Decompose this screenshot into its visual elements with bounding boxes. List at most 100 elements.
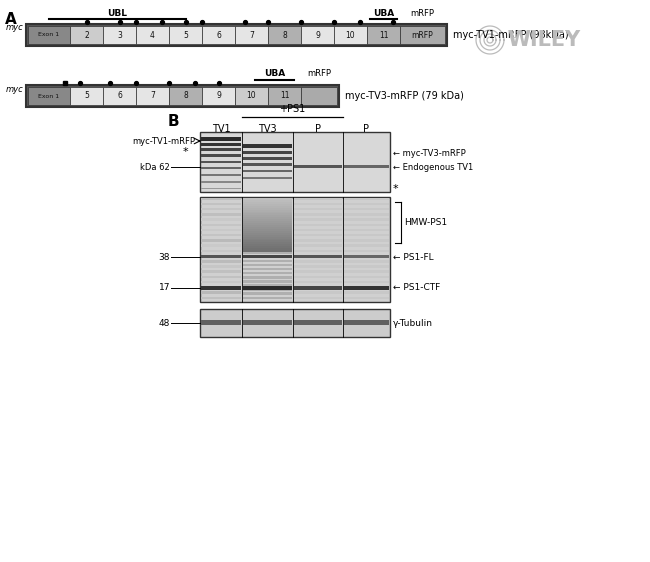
Bar	[268, 26, 301, 44]
Bar	[243, 260, 292, 262]
Bar	[243, 221, 292, 223]
Bar	[26, 24, 447, 46]
Bar	[70, 26, 103, 44]
Bar	[344, 224, 389, 226]
Bar	[344, 270, 389, 273]
Bar	[103, 87, 136, 105]
Bar	[169, 87, 202, 105]
Text: 10: 10	[247, 92, 256, 101]
Bar	[344, 229, 389, 232]
Bar	[136, 26, 169, 44]
Text: ← PS1-FL: ← PS1-FL	[393, 252, 434, 261]
Bar	[294, 197, 342, 200]
Bar	[344, 250, 389, 252]
Bar	[202, 26, 235, 44]
Bar	[294, 165, 342, 168]
Text: 5: 5	[183, 30, 188, 39]
Bar	[344, 260, 389, 262]
Text: 38: 38	[159, 252, 170, 261]
Bar	[243, 201, 292, 204]
Bar	[344, 286, 389, 290]
Bar	[294, 270, 342, 273]
Bar	[201, 143, 241, 146]
Bar	[344, 203, 389, 205]
Bar	[243, 200, 292, 202]
Bar	[400, 26, 445, 44]
Text: Exon 1: Exon 1	[38, 33, 60, 38]
Text: kDa 62: kDa 62	[140, 162, 170, 171]
Bar	[344, 165, 389, 168]
Bar	[201, 286, 241, 288]
Text: HMW-PS1: HMW-PS1	[404, 218, 447, 227]
Bar	[243, 144, 292, 148]
Bar	[344, 265, 389, 268]
Bar	[243, 276, 292, 279]
Bar	[243, 268, 292, 270]
Text: *: *	[393, 184, 398, 194]
Text: 8: 8	[183, 92, 188, 101]
Bar	[201, 291, 241, 294]
Bar	[243, 232, 292, 235]
Bar	[243, 242, 292, 244]
Bar	[201, 213, 241, 216]
Text: 6: 6	[216, 30, 221, 39]
Bar	[201, 255, 241, 257]
Text: γ-Tubulin: γ-Tubulin	[393, 319, 433, 328]
Bar	[201, 265, 241, 268]
Bar	[201, 250, 241, 252]
Bar	[243, 197, 292, 200]
Text: P: P	[315, 124, 321, 134]
Text: P: P	[363, 124, 369, 134]
Text: 5: 5	[84, 92, 89, 101]
Bar	[70, 87, 103, 105]
Bar	[201, 181, 241, 183]
Text: A: A	[5, 12, 17, 27]
Text: 8: 8	[282, 30, 287, 39]
Bar	[367, 26, 400, 44]
Bar	[344, 239, 389, 242]
Bar	[201, 197, 241, 200]
Bar	[344, 244, 389, 247]
Bar	[294, 250, 342, 252]
Bar	[202, 87, 235, 105]
Bar	[243, 234, 292, 237]
Text: myc-TV1-mRFP: myc-TV1-mRFP	[132, 137, 195, 146]
Bar	[201, 320, 241, 325]
Bar	[235, 26, 268, 44]
Bar	[294, 320, 342, 325]
Bar	[294, 219, 342, 221]
Bar	[243, 292, 292, 295]
Text: myc: myc	[6, 84, 24, 93]
Bar	[294, 213, 342, 216]
Bar	[243, 244, 292, 246]
Text: ← PS1-CTF: ← PS1-CTF	[393, 283, 440, 292]
Bar	[169, 26, 202, 44]
Bar	[294, 208, 342, 210]
Bar	[243, 207, 292, 210]
Bar	[243, 284, 292, 287]
Bar	[294, 239, 342, 242]
Bar	[243, 297, 292, 299]
Bar	[26, 85, 339, 107]
Bar	[294, 281, 342, 283]
Bar	[294, 229, 342, 232]
Bar	[201, 188, 241, 189]
Bar	[294, 275, 342, 278]
Bar	[201, 244, 241, 247]
Bar	[243, 320, 292, 325]
Bar	[268, 87, 301, 105]
Text: myc: myc	[6, 24, 24, 33]
Bar	[201, 297, 241, 299]
Bar	[301, 87, 337, 105]
Bar	[201, 208, 241, 210]
Text: 6: 6	[117, 92, 122, 101]
Bar	[201, 260, 241, 262]
Bar	[201, 154, 241, 157]
Bar	[344, 281, 389, 283]
Bar	[243, 288, 292, 291]
Bar	[243, 177, 292, 179]
Text: TV3: TV3	[258, 124, 277, 134]
Bar	[243, 256, 292, 258]
Bar	[201, 286, 241, 290]
Bar	[243, 280, 292, 283]
